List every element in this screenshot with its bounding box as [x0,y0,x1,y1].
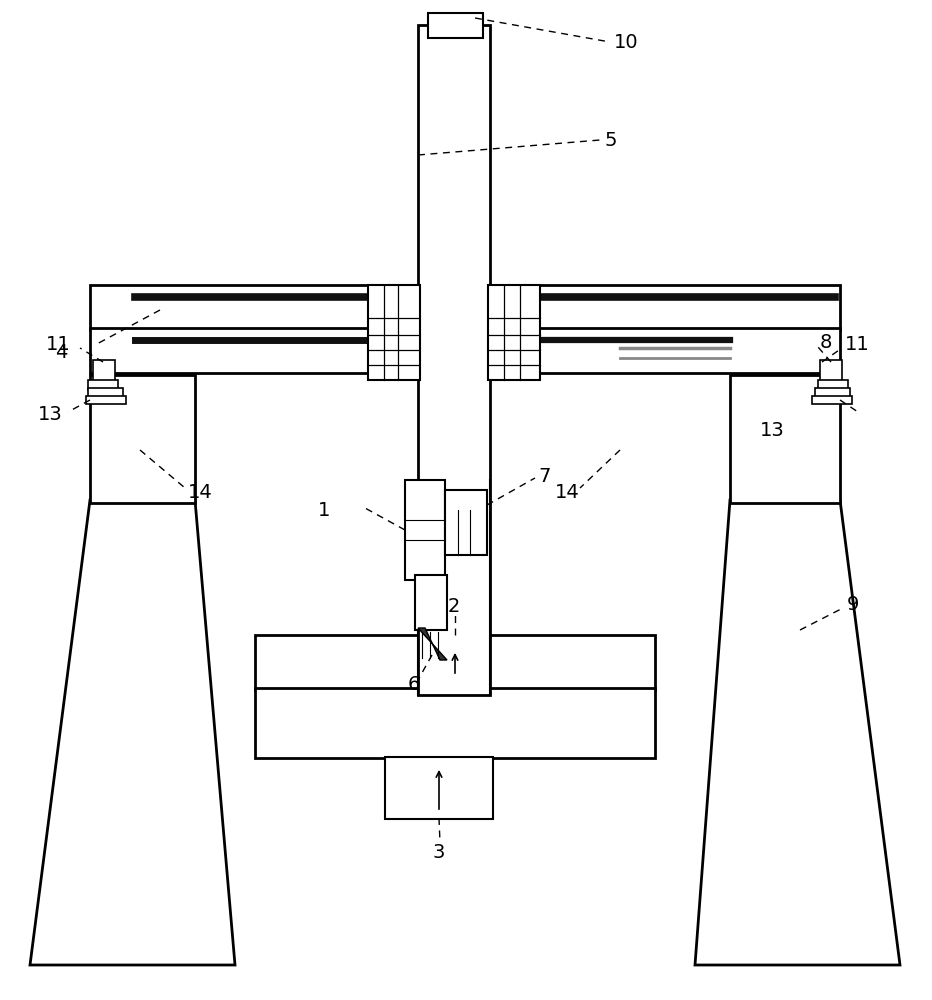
Text: 14: 14 [188,483,212,502]
Text: 8: 8 [820,332,832,352]
Bar [368,285,420,380]
Bar [90,328,840,373]
Bar [812,396,852,404]
Bar [93,360,115,382]
Bar [730,375,840,503]
Bar [90,285,840,330]
Text: 6: 6 [408,676,420,694]
Text: 7: 7 [538,466,551,486]
Text: 9: 9 [847,594,859,613]
Bar [445,490,487,555]
Bar [385,757,493,819]
Polygon shape [30,500,235,965]
Bar [820,360,842,382]
Text: 11: 11 [845,334,870,354]
Text: 11: 11 [46,334,71,354]
Bar [818,380,848,390]
Bar [405,480,445,580]
Bar [815,388,850,398]
Text: 2: 2 [448,597,460,616]
Text: 3: 3 [433,842,445,861]
Text: 10: 10 [614,32,638,51]
Bar [418,25,490,695]
Bar [88,388,123,398]
Bar [428,13,483,38]
Bar [88,380,118,390]
Polygon shape [418,628,447,660]
Text: 4: 4 [55,342,67,361]
Bar [488,285,540,380]
Bar [90,375,195,503]
Text: 1: 1 [318,500,330,520]
Bar [86,396,126,404]
Bar [255,688,655,758]
Text: 14: 14 [555,483,580,502]
Bar [255,635,655,690]
Text: 5: 5 [604,130,616,149]
Bar [415,575,447,630]
Polygon shape [695,500,900,965]
Text: 13: 13 [38,406,62,424]
Text: 13: 13 [760,420,785,440]
